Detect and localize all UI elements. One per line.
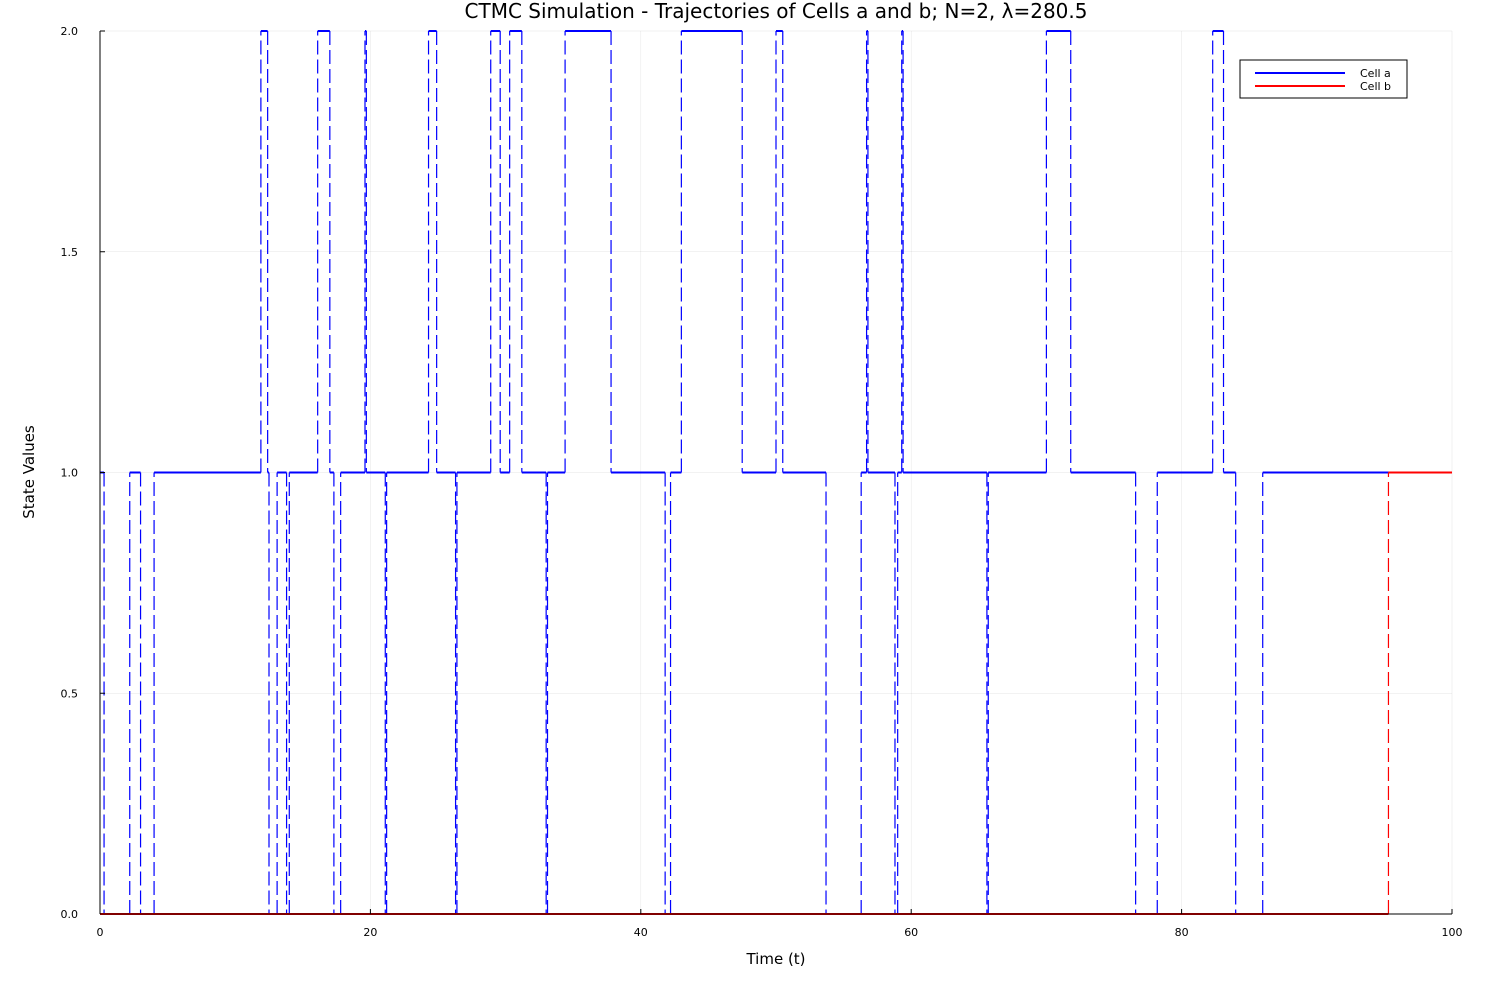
x-tick-label: 0 (97, 926, 104, 939)
y-tick-label: 1.0 (61, 467, 79, 480)
y-tick-label: 1.5 (61, 246, 79, 259)
x-tick-label: 40 (634, 926, 648, 939)
axes: 0 20 40 60 80 100 0.0 0.5 1.0 1.5 2.0 (61, 25, 1463, 939)
legend-label: Cell b (1360, 80, 1391, 93)
x-tick-label: 100 (1442, 926, 1463, 939)
x-tick-label: 80 (1175, 926, 1189, 939)
x-axis-label: Time (t) (745, 950, 805, 968)
y-tick-label: 2.0 (61, 25, 79, 38)
y-tick-label: 0.5 (61, 687, 79, 700)
x-tick-label: 60 (904, 926, 918, 939)
chart-title: CTMC Simulation - Trajectories of Cells … (465, 0, 1088, 23)
y-axis-label: State Values (20, 425, 38, 519)
legend-box (1239, 59, 1408, 99)
y-tick-label: 0.0 (61, 908, 79, 921)
legend-label: Cell a (1360, 67, 1391, 80)
series-cell-a (100, 30, 1452, 915)
x-tick-label: 20 (363, 926, 377, 939)
